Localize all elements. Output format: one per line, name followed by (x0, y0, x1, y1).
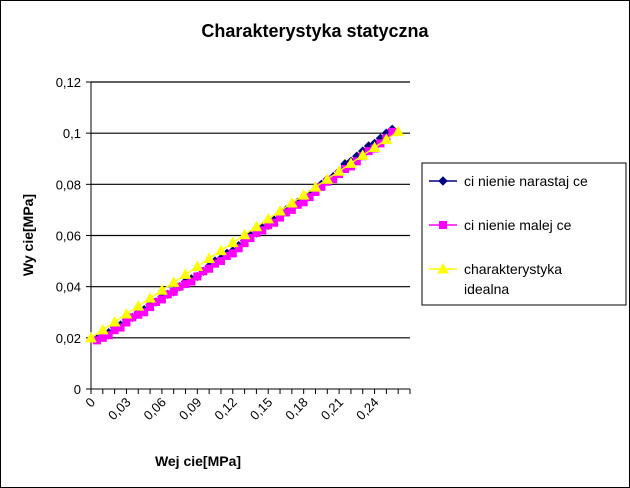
data-point (169, 287, 178, 296)
legend-item: ci nienie malej ce (429, 217, 572, 233)
data-point (356, 149, 369, 160)
data-point (321, 173, 334, 184)
data-point (333, 165, 345, 176)
data-point (191, 260, 204, 271)
legend-marker (439, 221, 447, 229)
data-point (104, 331, 113, 340)
legend-marker (437, 262, 449, 274)
data-point (216, 257, 225, 266)
y-tick-label: 0,12 (56, 75, 81, 90)
x-axis-label: Wej cie[MPa] (155, 453, 241, 469)
x-tick-label: 0,06 (141, 395, 170, 424)
y-tick-label: 0 (74, 382, 81, 397)
data-point (286, 196, 298, 208)
series-layer (85, 124, 405, 345)
data-point (132, 300, 145, 311)
data-point (240, 239, 249, 248)
x-tick-label: 0,09 (176, 395, 205, 424)
y-tick-label: 0,08 (56, 177, 81, 192)
data-point (146, 303, 155, 312)
data-point (215, 244, 227, 256)
data-point (144, 292, 156, 303)
legend-marker (438, 176, 448, 186)
gridlines (91, 81, 410, 339)
data-point (234, 244, 243, 253)
legend-label: ci nienie malej ce (464, 217, 572, 233)
data-point (108, 315, 121, 327)
chart-title: Charakterystyka statyczna (201, 21, 429, 41)
data-point (297, 189, 310, 200)
data-point (140, 308, 149, 317)
data-point (156, 284, 168, 295)
legend: ci nienie narastaj ce ci nienie malej ce c… (421, 162, 627, 306)
y-tick-label: 0,02 (56, 331, 81, 346)
data-point (262, 212, 275, 224)
data-point (157, 295, 166, 304)
legend-item: ci nienie narastaj ce (429, 173, 588, 189)
data-point (120, 308, 133, 319)
legend-item: charakterystyka idealna (429, 261, 562, 297)
data-point (228, 249, 237, 258)
x-tick-label: 0,12 (211, 395, 240, 424)
x-tick-label: 0,15 (247, 395, 276, 424)
legend-label: charakterystyka idealna (464, 261, 562, 297)
data-point (238, 228, 251, 240)
legend-box (421, 162, 627, 306)
x-tick-label: 0,24 (353, 395, 382, 424)
data-point (392, 125, 405, 137)
x-tick-label: 0,03 (105, 395, 134, 424)
data-point (368, 141, 381, 152)
x-tick-label: 0 (82, 395, 98, 411)
x-tick-labels: 0 0,03 0,06 0,09 0,12 0,15 0,18 0,21 0,24 (82, 395, 381, 424)
data-point (167, 276, 180, 287)
data-point (345, 157, 357, 168)
data-point (85, 331, 97, 343)
data-point (309, 181, 322, 192)
y-axis-label: Wy cie[MPa] (20, 194, 36, 276)
data-point (187, 277, 196, 286)
y-tick-label: 0,04 (56, 280, 81, 295)
data-point (122, 318, 131, 327)
x-tick-label: 0,18 (282, 395, 311, 424)
series-3 (85, 125, 405, 343)
data-point (205, 264, 214, 273)
data-point (193, 272, 202, 281)
data-point (203, 252, 215, 264)
y-tick-labels: 0 0,02 0,04 0,06 0,08 0,1 0,12 (56, 75, 81, 397)
data-point (250, 220, 263, 232)
data-point (274, 204, 286, 216)
y-tick-label: 0,1 (63, 126, 81, 141)
data-point (226, 236, 239, 248)
legend-label: ci nienie narastaj ce (464, 173, 588, 189)
data-point (96, 323, 109, 335)
data-point (380, 133, 393, 145)
x-tick-label: 0,21 (318, 395, 347, 424)
data-point (179, 268, 192, 279)
data-point (116, 323, 125, 332)
y-tick-label: 0,06 (56, 229, 81, 244)
